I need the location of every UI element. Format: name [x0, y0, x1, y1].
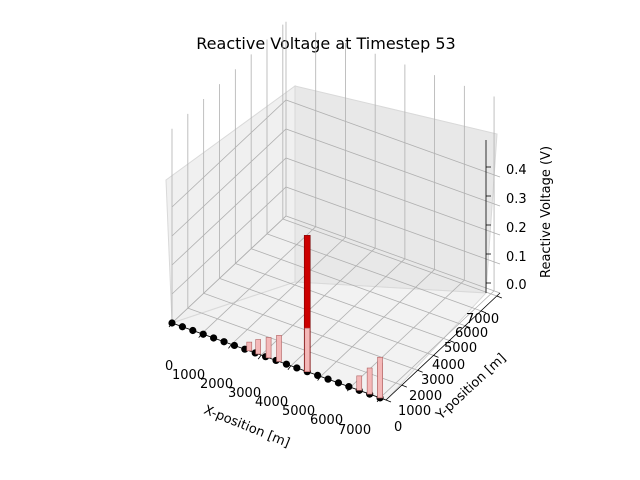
- bar: [356, 375, 363, 391]
- x-tick-label: 1000: [172, 368, 205, 383]
- y-tick-labels: 0 1000 2000 3000 4000 5000 6000 7000: [394, 312, 499, 435]
- node-point: [345, 383, 353, 391]
- y-tick-label: 3000: [421, 373, 454, 388]
- node-point: [314, 371, 322, 380]
- z-axis-label: Reactive Voltage (V): [539, 146, 554, 278]
- bar: [377, 356, 383, 399]
- y-tick-mark: [401, 384, 407, 388]
- node-point: [210, 334, 218, 342]
- x-tick-label: 3000: [228, 386, 261, 401]
- y-tick-label: 5000: [444, 341, 477, 356]
- y-tick-label: 2000: [409, 389, 442, 404]
- y-tick-mark: [496, 295, 502, 299]
- chart-title: Reactive Voltage at Timestep 53: [196, 34, 455, 53]
- node-point: [168, 319, 176, 327]
- z-tick-label: 0.1: [506, 250, 527, 265]
- x-tick-label: 4000: [255, 395, 288, 410]
- node-point: [293, 364, 301, 372]
- node-point: [199, 330, 207, 338]
- grid-line: [171, 157, 501, 266]
- y-tick-label: 7000: [466, 312, 499, 327]
- grid-line: [171, 215, 501, 324]
- x-tick-labels: 0 1000 2000 3000 4000 5000 6000 7000: [165, 359, 371, 438]
- x-tick-label: 0: [165, 359, 173, 374]
- node-point: [324, 375, 332, 383]
- y-tick-label: 1000: [398, 404, 431, 419]
- x-tick-label: 5000: [282, 404, 315, 419]
- node-point: [220, 338, 228, 346]
- bar: [366, 367, 373, 395]
- y-tick-mark: [449, 340, 455, 343]
- chart-marks: [168, 235, 384, 402]
- x-tick-label: 6000: [310, 413, 343, 428]
- x-tick-mark: [257, 354, 262, 360]
- z-tick-label: 0.0: [506, 278, 527, 293]
- z-tick-label: 0.3: [506, 192, 527, 207]
- y-tick-mark: [385, 399, 392, 403]
- grid-line: [171, 128, 501, 237]
- y-tick-label: 6000: [455, 326, 488, 341]
- bar: [265, 337, 272, 359]
- y-tick-label: 0: [394, 420, 402, 435]
- y-tick-mark: [465, 325, 471, 329]
- bar: [304, 327, 311, 372]
- bar: [276, 335, 282, 362]
- node-point: [282, 360, 291, 368]
- grid-line: [171, 186, 501, 295]
- z-tick-labels: 0.0 0.1 0.2 0.3 0.4: [506, 163, 527, 293]
- x-axis-label: X-position [m]: [202, 403, 292, 451]
- z-tick-label: 0.4: [506, 163, 527, 178]
- x-tick-mark: [287, 365, 292, 371]
- back-pane-left: [165, 85, 296, 324]
- grid-line: [171, 99, 501, 208]
- grid-line: [282, 218, 497, 297]
- y-tick-mark: [433, 355, 439, 358]
- x-tick-label: 7000: [338, 423, 371, 438]
- node-point: [334, 379, 343, 387]
- node-point: [230, 341, 239, 350]
- bar: [255, 339, 261, 355]
- grid-line: [379, 290, 495, 399]
- back-pane-right: [294, 85, 498, 294]
- node-point: [189, 326, 197, 335]
- z-tick-label: 0.2: [506, 221, 527, 236]
- y-tick-label: 4000: [432, 358, 465, 373]
- x-tick-label: 2000: [200, 377, 233, 392]
- y-tick-mark: [417, 369, 423, 373]
- node-point: [178, 323, 187, 331]
- y-tick-mark: [480, 310, 487, 314]
- bar: [246, 341, 253, 352]
